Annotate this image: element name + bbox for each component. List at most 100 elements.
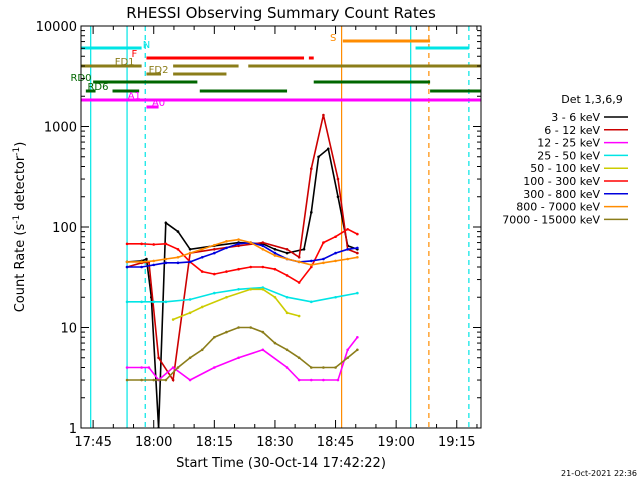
data-point (237, 238, 240, 241)
data-point (237, 326, 240, 329)
data-point (310, 265, 313, 269)
data-point (125, 366, 129, 369)
data-point (145, 257, 148, 261)
data-point (125, 242, 129, 246)
data-point (164, 261, 168, 265)
x-axis-label: Start Time (30-Oct-14 17:42:22) (176, 456, 386, 471)
data-point (273, 295, 277, 299)
data-point (176, 247, 180, 251)
data-point (225, 295, 228, 299)
flag-label: FD1 (115, 57, 135, 68)
data-point (140, 366, 143, 369)
data-point (249, 326, 252, 329)
data-point (176, 261, 180, 265)
data-point (285, 274, 289, 277)
data-point (285, 295, 289, 299)
data-point (261, 330, 265, 334)
data-point (356, 255, 359, 259)
series-line (127, 336, 359, 382)
y-tick-label: 100 (52, 221, 77, 236)
series-line (127, 228, 358, 284)
data-point (322, 241, 325, 244)
data-point (261, 287, 265, 291)
data-point (157, 356, 160, 360)
legend-label: 3 - 6 keV (551, 111, 600, 124)
data-point (273, 251, 277, 255)
data-point (261, 265, 265, 269)
data-point (213, 247, 216, 251)
data-point (237, 267, 240, 271)
data-point (297, 260, 301, 264)
data-point (176, 230, 180, 233)
flag-label: A0 (152, 98, 165, 109)
data-point (356, 291, 359, 295)
data-point (334, 259, 337, 263)
flag-label: S (330, 33, 336, 44)
data-point (152, 259, 156, 263)
y-tick-label: 10 (60, 322, 77, 337)
data-point (213, 335, 216, 339)
data-point (261, 241, 265, 244)
data-point (188, 298, 192, 301)
data-point (273, 254, 277, 257)
data-point (140, 242, 143, 246)
data-point (297, 255, 301, 259)
data-point (273, 247, 277, 251)
data-point (346, 257, 349, 261)
data-point (336, 378, 340, 382)
data-point (302, 247, 306, 251)
data-point (297, 378, 301, 382)
x-tick-label: 19:00 (377, 435, 414, 450)
x-tick-label: 19:15 (438, 435, 475, 450)
data-point (225, 330, 228, 334)
data-point (334, 295, 337, 299)
data-point (213, 251, 216, 255)
flag-label: FD2 (149, 65, 169, 76)
data-point (285, 257, 289, 261)
flag-label: N (143, 40, 150, 51)
x-tick-label: 18:45 (317, 435, 354, 450)
data-point (188, 356, 192, 360)
data-point (346, 356, 349, 360)
data-point (188, 251, 192, 255)
data-point (273, 341, 277, 345)
data-point (346, 227, 349, 231)
data-point (310, 263, 313, 267)
data-point (356, 335, 359, 339)
legend-label: 100 - 300 keV (523, 175, 600, 188)
data-point (346, 348, 349, 352)
data-point (140, 300, 143, 304)
data-point (164, 221, 168, 225)
data-point (225, 270, 228, 273)
data-point (336, 177, 340, 181)
data-point (140, 260, 143, 264)
data-point (310, 300, 313, 304)
data-point (164, 242, 168, 246)
data-point (188, 378, 192, 382)
data-point (171, 318, 175, 321)
flag-label: RD6 (87, 82, 108, 93)
series-line (127, 326, 358, 381)
legend-label: 800 - 7000 keV (516, 201, 600, 214)
flag-label: A1 (128, 91, 141, 102)
data-point (249, 287, 252, 291)
data-point (164, 257, 168, 261)
data-point (310, 211, 313, 214)
data-point (322, 261, 325, 265)
data-point (171, 378, 175, 382)
legend-header: Det 1,3,6,9 (561, 93, 623, 106)
data-point (237, 356, 240, 360)
data-point (297, 314, 301, 318)
series-line (127, 286, 358, 303)
data-point (310, 378, 313, 382)
data-point (310, 259, 313, 263)
data-point (188, 247, 192, 251)
data-point (152, 378, 156, 382)
legend-label: 50 - 100 keV (530, 162, 600, 175)
data-point (200, 348, 204, 352)
x-tick-label: 18:30 (256, 435, 293, 450)
data-point (322, 257, 325, 261)
data-point (261, 286, 265, 289)
